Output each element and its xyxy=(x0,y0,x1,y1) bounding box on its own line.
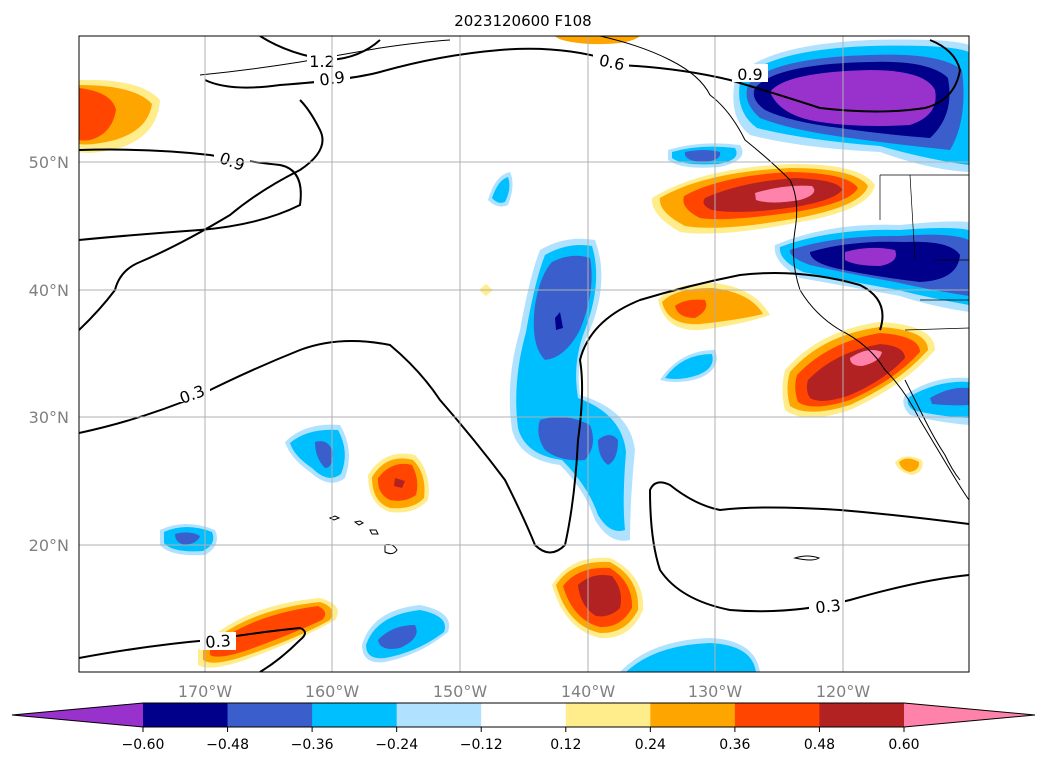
baja-coast xyxy=(904,379,961,481)
lon-label-140w: 140°W xyxy=(561,682,616,701)
colorbar-tick-label: −0.12 xyxy=(460,737,503,753)
contour-0-6 xyxy=(619,39,962,113)
hawaii-islands xyxy=(328,515,398,555)
contour-label-7: 0.3 xyxy=(814,596,841,618)
colorbar-segment xyxy=(312,703,398,727)
anomaly-blob-orange-mid xyxy=(658,283,770,331)
contour-label-1: 1.2 xyxy=(309,52,334,71)
colorbar-tick-label: −0.48 xyxy=(206,737,249,753)
contour-label-4: 0.9 xyxy=(737,65,762,84)
north-america-coast xyxy=(599,36,969,501)
anomaly-blob-pnw xyxy=(651,163,875,234)
anomaly-blob-socal xyxy=(782,322,935,418)
shaded-fields xyxy=(79,36,969,672)
plot-frame xyxy=(78,35,970,673)
plot-area: 1.2 0.9 0.6 0.9 0.9 0.3 0.3 0.3 xyxy=(79,36,969,672)
colorbar-segment xyxy=(143,703,229,727)
colorbar-segment xyxy=(227,703,313,727)
colorbar-extend-min xyxy=(12,703,143,727)
anomaly-blob-nw xyxy=(79,79,160,153)
anomaly-blob-blue-south xyxy=(362,605,450,663)
colorbar-tick-label: 0.48 xyxy=(804,737,835,753)
anomaly-blob-small-blue xyxy=(488,172,513,207)
colorbar-segment xyxy=(650,703,736,727)
anomaly-blob-blue-wpac xyxy=(285,424,349,483)
colorbar-segments xyxy=(12,703,1035,727)
anomaly-blob-alaska-orange xyxy=(555,36,640,45)
colorbar-tick-label: 0.36 xyxy=(719,737,750,753)
lat-label-40n: 40°N xyxy=(29,281,69,300)
colorbar-segment xyxy=(565,703,651,727)
lon-label-130w: 130°W xyxy=(688,682,743,701)
anomaly-blob-red-hawaii xyxy=(368,453,429,513)
map-title: 2023120600 F108 xyxy=(454,12,591,30)
anomaly-blob-blue-bottom xyxy=(620,638,760,672)
anomaly-blob-california-blue xyxy=(774,221,969,312)
anomaly-blob-mexico-orange xyxy=(895,456,923,475)
small-island xyxy=(793,555,821,561)
contour-0-9-top xyxy=(204,47,611,89)
lon-label-150w: 150°W xyxy=(433,682,488,701)
latitude-labels: 50°N 40°N 30°N 20°N xyxy=(29,153,69,555)
colorbar-segment xyxy=(396,703,482,727)
colorbar-tick-label: −0.36 xyxy=(291,737,334,753)
lat-label-20n: 20°N xyxy=(29,536,69,555)
lat-label-50n: 50°N xyxy=(29,153,69,172)
lon-label-170w: 170°W xyxy=(178,682,233,701)
colorbar-ticks: −0.60 −0.48 −0.36 −0.24 −0.12 0.12 0.24 0.36 0.4… xyxy=(122,727,920,753)
anomaly-blob-blue-dateline xyxy=(160,524,218,556)
colorbar-tick-label: 0.12 xyxy=(550,737,581,753)
colorbar-tick-label: −0.24 xyxy=(375,737,418,753)
colorbar-extend-max xyxy=(904,703,1035,727)
contour-0-3-west xyxy=(79,272,884,554)
colorbar-tick-label: 0.24 xyxy=(635,737,666,753)
longitude-labels: 170°W 160°W 150°W 140°W 130°W 120°W xyxy=(178,682,871,701)
anomaly-blob-blue-mid xyxy=(660,350,717,383)
contour-label-8: 0.3 xyxy=(205,631,232,652)
colorbar: −0.60 −0.48 −0.36 −0.24 −0.12 0.12 0.24 0.36 0.4… xyxy=(11,702,1036,753)
colorbar-segment xyxy=(819,703,905,727)
gridlines xyxy=(79,36,969,672)
canada-inner-border xyxy=(879,174,969,331)
lat-label-30n: 30°N xyxy=(29,408,69,427)
contour-0-9-mid xyxy=(79,148,302,241)
colorbar-tick-label: 0.60 xyxy=(888,737,919,753)
anomaly-blob-baja-blue xyxy=(903,377,969,425)
contour-0-3-south xyxy=(79,626,306,672)
lon-label-160w: 160°W xyxy=(305,682,360,701)
coastlines xyxy=(199,36,969,561)
colorbar-segment xyxy=(734,703,820,727)
colorbar-tick-label: −0.60 xyxy=(122,737,165,753)
anomaly-blob-red-south xyxy=(552,557,644,639)
anomaly-blob-canada xyxy=(733,39,969,172)
contour-label-3: 0.6 xyxy=(597,51,626,75)
lon-label-120w: 120°W xyxy=(816,682,871,701)
colorbar-segment xyxy=(481,703,567,727)
